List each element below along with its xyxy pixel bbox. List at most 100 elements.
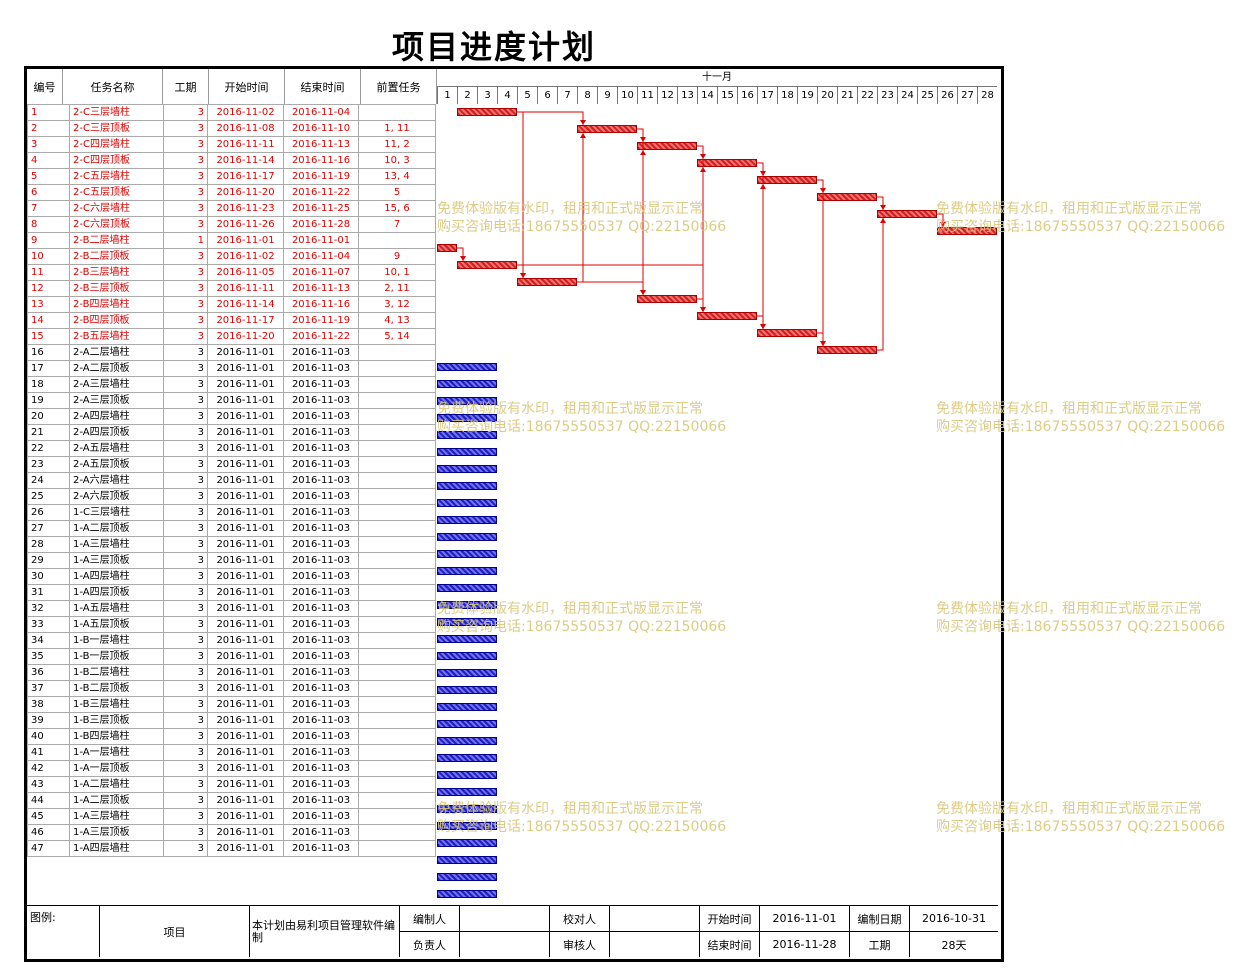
gantt-bar-35[interactable] [437, 686, 497, 694]
gantt-bar-5[interactable] [757, 176, 817, 184]
gantt-bar-30[interactable] [437, 601, 497, 609]
gantt-bar-26[interactable] [437, 533, 497, 541]
table-row[interactable]: 30 1-A四层墙柱 3 2016-11-01 2016-11-03 [27, 568, 436, 585]
gantt-bar-25[interactable] [437, 516, 497, 524]
table-row[interactable]: 47 1-A四层墙柱 3 2016-11-01 2016-11-03 [27, 840, 436, 857]
table-row[interactable]: 23 2-A五层顶板 3 2016-11-01 2016-11-03 [27, 456, 436, 473]
table-row[interactable]: 15 2-B五层墙柱 3 2016-11-20 2016-11-22 5, 14 [27, 328, 436, 345]
gantt-bar-22[interactable] [437, 465, 497, 473]
table-row[interactable]: 4 2-C四层顶板 3 2016-11-14 2016-11-16 10, 3 [27, 152, 436, 169]
gantt-bar-31[interactable] [437, 618, 497, 626]
table-row[interactable]: 13 2-B四层墙柱 3 2016-11-14 2016-11-16 3, 12 [27, 296, 436, 313]
table-row[interactable]: 24 2-A六层墙柱 3 2016-11-01 2016-11-03 [27, 472, 436, 489]
table-row[interactable]: 2 2-C三层顶板 3 2016-11-08 2016-11-10 1, 11 [27, 120, 436, 137]
table-row[interactable]: 44 1-A二层顶板 3 2016-11-01 2016-11-03 [27, 792, 436, 809]
gantt-bar-46[interactable] [437, 873, 497, 881]
table-row[interactable]: 1 2-C三层墙柱 3 2016-11-02 2016-11-04 [27, 104, 436, 121]
gantt-bar-34[interactable] [437, 669, 497, 677]
gantt-bar-8[interactable] [937, 227, 997, 235]
table-row[interactable]: 40 1-B四层墙柱 3 2016-11-01 2016-11-03 [27, 728, 436, 745]
table-row[interactable]: 33 1-A五层顶板 3 2016-11-01 2016-11-03 [27, 616, 436, 633]
gantt-bar-4[interactable] [697, 159, 757, 167]
gantt-bar-1[interactable] [457, 108, 517, 116]
gantt-bar-17[interactable] [437, 380, 497, 388]
table-row[interactable]: 21 2-A四层顶板 3 2016-11-01 2016-11-03 [27, 424, 436, 441]
table-row[interactable]: 3 2-C四层墙柱 3 2016-11-11 2016-11-13 11, 2 [27, 136, 436, 153]
table-row[interactable]: 18 2-A三层墙柱 3 2016-11-01 2016-11-03 [27, 376, 436, 393]
gantt-bar-45[interactable] [437, 856, 497, 864]
table-row[interactable]: 6 2-C五层顶板 3 2016-11-20 2016-11-22 5 [27, 184, 436, 201]
table-row[interactable]: 20 2-A四层墙柱 3 2016-11-01 2016-11-03 [27, 408, 436, 425]
gantt-bar-11[interactable] [517, 278, 577, 286]
gantt-bar-27[interactable] [437, 550, 497, 558]
table-row[interactable]: 10 2-B二层顶板 3 2016-11-02 2016-11-04 9 [27, 248, 436, 265]
gantt-bar-9[interactable] [437, 244, 457, 252]
watermark-text: 免费体验版有水印，租用和正式版显示正常 购买咨询电话:18675550537 QQ… [437, 401, 727, 435]
gantt-bar-7[interactable] [877, 210, 937, 218]
table-row[interactable]: 46 1-A三层顶板 3 2016-11-01 2016-11-03 [27, 824, 436, 841]
gantt-bar-36[interactable] [437, 703, 497, 711]
table-row[interactable]: 38 1-B三层墙柱 3 2016-11-01 2016-11-03 [27, 696, 436, 713]
gantt-bar-3[interactable] [637, 142, 697, 150]
table-row[interactable]: 31 1-A四层顶板 3 2016-11-01 2016-11-03 [27, 584, 436, 601]
table-row[interactable]: 7 2-C六层墙柱 3 2016-11-23 2016-11-25 15, 6 [27, 200, 436, 217]
table-row[interactable]: 9 2-B二层墙柱 1 2016-11-01 2016-11-01 [27, 232, 436, 249]
table-row[interactable]: 35 1-B一层顶板 3 2016-11-01 2016-11-03 [27, 648, 436, 665]
table-row[interactable]: 25 2-A六层顶板 3 2016-11-01 2016-11-03 [27, 488, 436, 505]
table-row[interactable]: 34 1-B一层墙柱 3 2016-11-01 2016-11-03 [27, 632, 436, 649]
table-row[interactable]: 17 2-A二层顶板 3 2016-11-01 2016-11-03 [27, 360, 436, 377]
table-row[interactable]: 37 1-B二层顶板 3 2016-11-01 2016-11-03 [27, 680, 436, 697]
table-row[interactable]: 43 1-A二层墙柱 3 2016-11-01 2016-11-03 [27, 776, 436, 793]
cell-start: 2016-11-01 [207, 360, 284, 377]
gantt-bar-42[interactable] [437, 805, 497, 813]
table-row[interactable]: 45 1-A三层墙柱 3 2016-11-01 2016-11-03 [27, 808, 436, 825]
gantt-bar-14[interactable] [757, 329, 817, 337]
gantt-bar-18[interactable] [437, 397, 497, 405]
gantt-bar-44[interactable] [437, 839, 497, 847]
table-row[interactable]: 39 1-B三层顶板 3 2016-11-01 2016-11-03 [27, 712, 436, 729]
table-row[interactable]: 12 2-B三层顶板 3 2016-11-11 2016-11-13 2, 11 [27, 280, 436, 297]
table-row[interactable]: 19 2-A三层顶板 3 2016-11-01 2016-11-03 [27, 392, 436, 409]
table-row[interactable]: 22 2-A五层墙柱 3 2016-11-01 2016-11-03 [27, 440, 436, 457]
gantt-bar-37[interactable] [437, 720, 497, 728]
gantt-bar-40[interactable] [437, 771, 497, 779]
table-row[interactable]: 36 1-B二层墙柱 3 2016-11-01 2016-11-03 [27, 664, 436, 681]
cell-start: 2016-11-01 [207, 456, 284, 473]
gantt-bar-21[interactable] [437, 448, 497, 456]
gantt-bar-47[interactable] [437, 890, 497, 898]
table-row[interactable]: 29 1-A三层顶板 3 2016-11-01 2016-11-03 [27, 552, 436, 569]
gantt-bar-28[interactable] [437, 567, 497, 575]
table-row[interactable]: 27 1-A二层顶板 3 2016-11-01 2016-11-03 [27, 520, 436, 537]
gantt-bar-16[interactable] [437, 363, 497, 371]
table-row[interactable]: 11 2-B三层墙柱 3 2016-11-05 2016-11-07 10, 1 [27, 264, 436, 281]
gantt-bar-10[interactable] [457, 261, 517, 269]
table-row[interactable]: 28 1-A三层墙柱 3 2016-11-01 2016-11-03 [27, 536, 436, 553]
gantt-bar-41[interactable] [437, 788, 497, 796]
cell-id: 3 [27, 136, 70, 153]
gantt-bar-43[interactable] [437, 822, 497, 830]
gantt-bar-13[interactable] [697, 312, 757, 320]
table-row[interactable]: 16 2-A二层墙柱 3 2016-11-01 2016-11-03 [27, 344, 436, 361]
table-row[interactable]: 32 1-A五层墙柱 3 2016-11-01 2016-11-03 [27, 600, 436, 617]
table-row[interactable]: 5 2-C五层墙柱 3 2016-11-17 2016-11-19 13, 4 [27, 168, 436, 185]
table-row[interactable]: 42 1-A一层顶板 3 2016-11-01 2016-11-03 [27, 760, 436, 777]
gantt-bar-19[interactable] [437, 414, 497, 422]
table-row[interactable]: 14 2-B四层顶板 3 2016-11-17 2016-11-19 4, 13 [27, 312, 436, 329]
table-row[interactable]: 26 1-C三层墙柱 3 2016-11-01 2016-11-03 [27, 504, 436, 521]
gantt-bar-39[interactable] [437, 754, 497, 762]
cell-id: 8 [27, 216, 70, 233]
gantt-bar-6[interactable] [817, 193, 877, 201]
gantt-bar-12[interactable] [637, 295, 697, 303]
table-row[interactable]: 8 2-C六层顶板 3 2016-11-26 2016-11-28 7 [27, 216, 436, 233]
table-row[interactable]: 41 1-A一层墙柱 3 2016-11-01 2016-11-03 [27, 744, 436, 761]
gantt-bar-23[interactable] [437, 482, 497, 490]
gantt-bar-15[interactable] [817, 346, 877, 354]
gantt-bar-33[interactable] [437, 652, 497, 660]
gantt-bar-24[interactable] [437, 499, 497, 507]
gantt-bar-2[interactable] [577, 125, 637, 133]
gantt-bar-29[interactable] [437, 584, 497, 592]
cell-pre: 5, 14 [358, 328, 436, 345]
gantt-bar-20[interactable] [437, 431, 497, 439]
gantt-bar-32[interactable] [437, 635, 497, 643]
gantt-bar-38[interactable] [437, 737, 497, 745]
